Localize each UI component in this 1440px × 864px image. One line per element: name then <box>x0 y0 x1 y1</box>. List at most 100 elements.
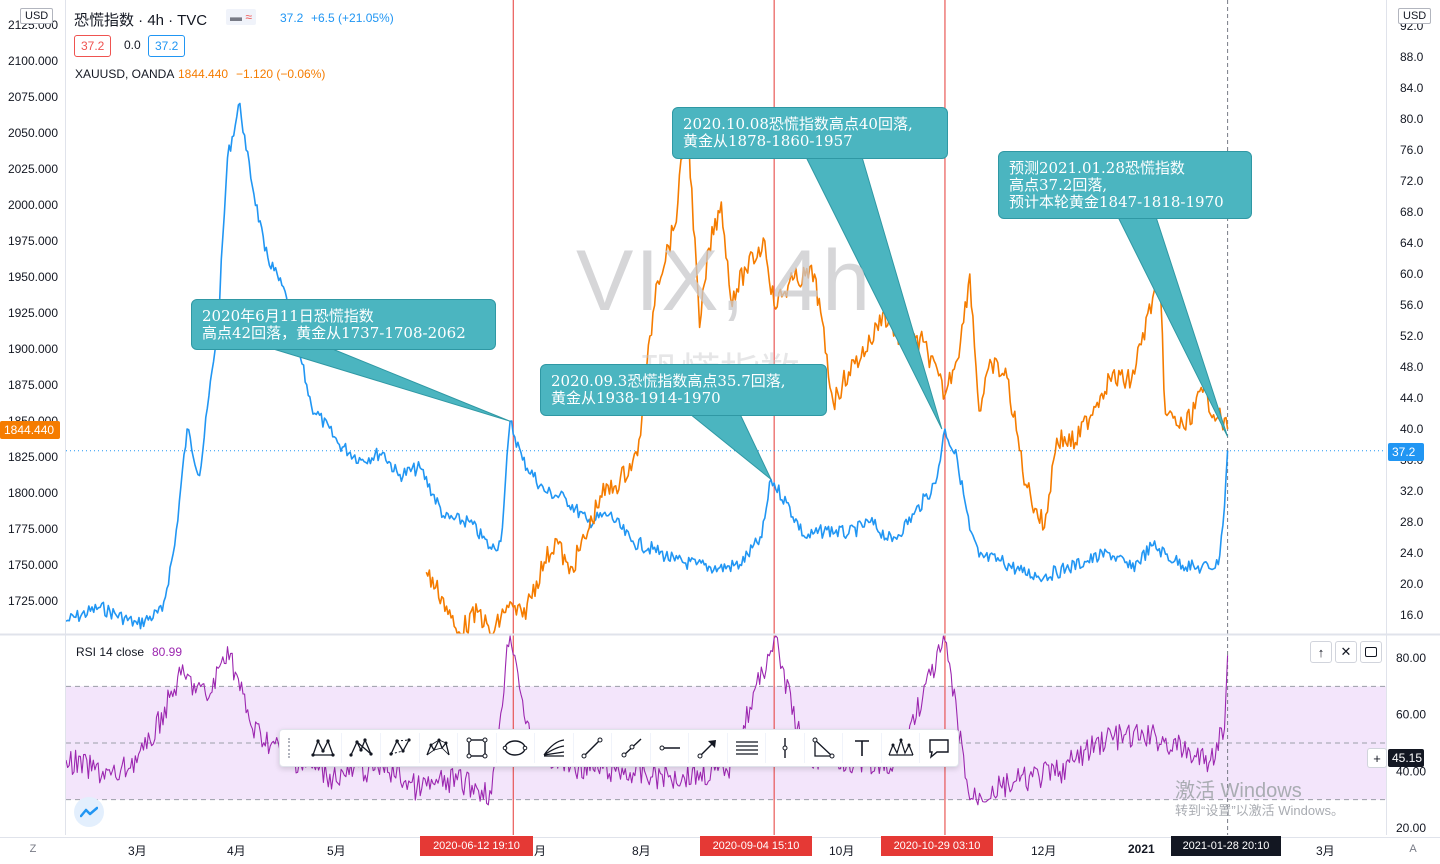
right-axis-tick-label: 72.0 <box>1400 174 1424 188</box>
gold-series-line <box>425 113 1229 635</box>
left-currency-label[interactable]: USD <box>20 8 54 24</box>
chart-axes: 1725.000 1750.000 1775.000 1800.000 1825.000… <box>0 0 1440 835</box>
rectangle-button[interactable] <box>458 733 497 763</box>
elliott-wave-button[interactable] <box>420 733 459 763</box>
vertical-line-button[interactable] <box>766 733 805 763</box>
left-axis-tick-label: 1950.000 <box>8 270 58 284</box>
date-badge-jan: 2021-01-28 20:10 <box>1171 836 1281 856</box>
activate-windows-title: 激活 Windows <box>1175 780 1302 802</box>
left-axis-tick-label: 1900.000 <box>8 342 58 356</box>
tradingview-logo[interactable] <box>74 797 104 827</box>
right-axis-tick-label: 28.0 <box>1400 515 1424 529</box>
left-axis-tick-label: 2050.000 <box>8 126 58 140</box>
right-axis-tick-label: 68.0 <box>1400 205 1424 219</box>
right-axis-tick-label: 52.0 <box>1400 329 1424 343</box>
ellipse-button[interactable] <box>497 733 536 763</box>
left-axis-tick-label: 1825.000 <box>8 450 58 464</box>
annotation-jan-line1: 预测2021.01.28恐慌指数 <box>1009 159 1185 177</box>
ray-button[interactable] <box>612 733 651 763</box>
annotation-jan-line3: 预计本轮黄金1847-1818-1970 <box>1009 193 1224 211</box>
vix-series-line <box>65 102 1229 630</box>
annotation-jan[interactable]: 预测2021.01.28恐慌指数 高点37.2回落, 预计本轮黄金1847-18… <box>998 151 1252 219</box>
left-axis-tick-label: 1775.000 <box>8 522 58 536</box>
arrow-icon <box>697 740 716 759</box>
left-axis-tick-label: 1750.000 <box>8 558 58 572</box>
drawing-toolbar[interactable] <box>279 729 959 767</box>
left-axis-tick-label: 2075.000 <box>8 90 58 104</box>
annotation-sept-line1: 2020.09.3恐慌指数高点35.7回落, <box>551 372 786 390</box>
gold-title[interactable]: XAUUSD, OANDA <box>75 67 175 81</box>
gold-change: −1.120 (−0.06%) <box>236 67 326 81</box>
callout-icon <box>929 739 949 759</box>
pane-close-button[interactable]: ✕ <box>1335 641 1357 663</box>
annotation-sept[interactable]: 2020.09.3恐慌指数高点35.7回落, 黄金从1938-1914-1970 <box>540 364 827 416</box>
annotation-june[interactable]: 2020年6月11日恐慌指数 高点42回落，黄金从1737-1708-2062 <box>191 299 496 350</box>
rsi-series-line <box>65 635 1229 806</box>
trend-angle-button[interactable] <box>805 733 844 763</box>
pane-move-up-button[interactable]: ↑ <box>1310 641 1332 663</box>
time-label-jul-cut: 月 <box>534 844 547 858</box>
buy-price-box[interactable]: 37.2 <box>148 35 186 57</box>
callout-button[interactable] <box>920 733 958 763</box>
vix-price: 37.2 <box>280 11 304 25</box>
cypher-pattern-button[interactable] <box>342 733 381 763</box>
rsi-label[interactable]: RSI 14 close <box>76 645 145 659</box>
right-axis-tick-label: 16.0 <box>1400 608 1424 622</box>
ray-icon <box>621 738 642 758</box>
ellipse-icon <box>503 740 528 756</box>
rsi-axis-tick-label: 60.00 <box>1396 708 1426 722</box>
sell-price-box[interactable]: 37.2 <box>74 35 112 57</box>
logo-wave-icon <box>80 806 98 818</box>
text-icon <box>855 740 870 756</box>
abcd-pattern-button[interactable] <box>381 733 420 763</box>
rsi-crosshair-plus-button[interactable]: + <box>1367 748 1387 768</box>
date-badge-oct: 2020-10-29 03:10 <box>881 836 993 856</box>
right-axis-tick-label: 76.0 <box>1400 143 1424 157</box>
right-axis-tick-label: 32.0 <box>1400 484 1424 498</box>
left-axis-tick-label: 1925.000 <box>8 306 58 320</box>
auto-scale-right-button[interactable]: A <box>1404 840 1422 858</box>
head-shoulders-button[interactable] <box>882 733 921 763</box>
trend-line-icon <box>581 737 603 759</box>
left-axis-tick-label: 2000.000 <box>8 198 58 212</box>
gold-price: 1844.440 <box>178 67 229 81</box>
xabcd-pattern-button[interactable] <box>304 733 343 763</box>
time-label-apr: 4月 <box>227 844 246 858</box>
toolbar-drag-handle[interactable] <box>288 738 298 758</box>
activate-windows-subtitle: 转到“设置”以激活 Windows。 <box>1175 803 1345 818</box>
fib-fan-button[interactable] <box>535 733 574 763</box>
vix-title[interactable]: 恐慌指数 · 4h · TVC <box>74 12 208 29</box>
right-axis-tick-label: 48.0 <box>1400 360 1424 374</box>
left-axis-tick-label: 1975.000 <box>8 234 58 248</box>
elliott-wave-icon <box>426 738 450 756</box>
time-label-mar: 3月 <box>128 844 147 858</box>
fib-fan-icon <box>543 739 564 757</box>
annotation-sept-line2: 黄金从1938-1914-1970 <box>551 389 721 407</box>
chart-type-icon[interactable]: ▬ ≈ <box>226 9 256 25</box>
right-axis-tick-label: 24.0 <box>1400 546 1424 560</box>
vix-change: +6.5 (+21.05%) <box>311 11 394 25</box>
wave-icon: ≈ <box>245 10 252 24</box>
time-label-dec: 12月 <box>1031 844 1057 858</box>
annotation-pointers <box>269 156 1229 480</box>
horizontal-ray-button[interactable] <box>651 733 690 763</box>
left-axis-tick-label: 2025.000 <box>8 162 58 176</box>
xabcd-pattern-icon <box>311 739 335 757</box>
rsi-axis-tick-label: 80.00 <box>1396 651 1426 665</box>
vertical-line-icon <box>782 738 788 758</box>
annotation-june-line2: 高点42回落，黄金从1737-1708-2062 <box>202 324 466 342</box>
right-axis-tick-label: 64.0 <box>1400 236 1424 250</box>
pane-maximize-button[interactable] <box>1360 641 1382 663</box>
auto-scale-left-button[interactable]: Z <box>24 840 42 858</box>
annotation-oct[interactable]: 2020.10.08恐慌指数高点40回落, 黄金从1878-1860-1957 <box>672 107 948 159</box>
arrow-button[interactable] <box>689 733 728 763</box>
horizontal-ray-icon <box>659 745 681 751</box>
parallel-channel-button[interactable] <box>728 733 767 763</box>
right-axis-tick-label: 60.0 <box>1400 267 1424 281</box>
annotation-oct-line1: 2020.10.08恐慌指数高点40回落, <box>683 115 913 133</box>
right-currency-label[interactable]: USD <box>1398 8 1432 24</box>
head-shoulders-icon <box>888 737 914 756</box>
text-button[interactable] <box>843 733 882 763</box>
trend-line-button[interactable] <box>574 733 613 763</box>
right-axis-tick-label: 84.0 <box>1400 81 1424 95</box>
